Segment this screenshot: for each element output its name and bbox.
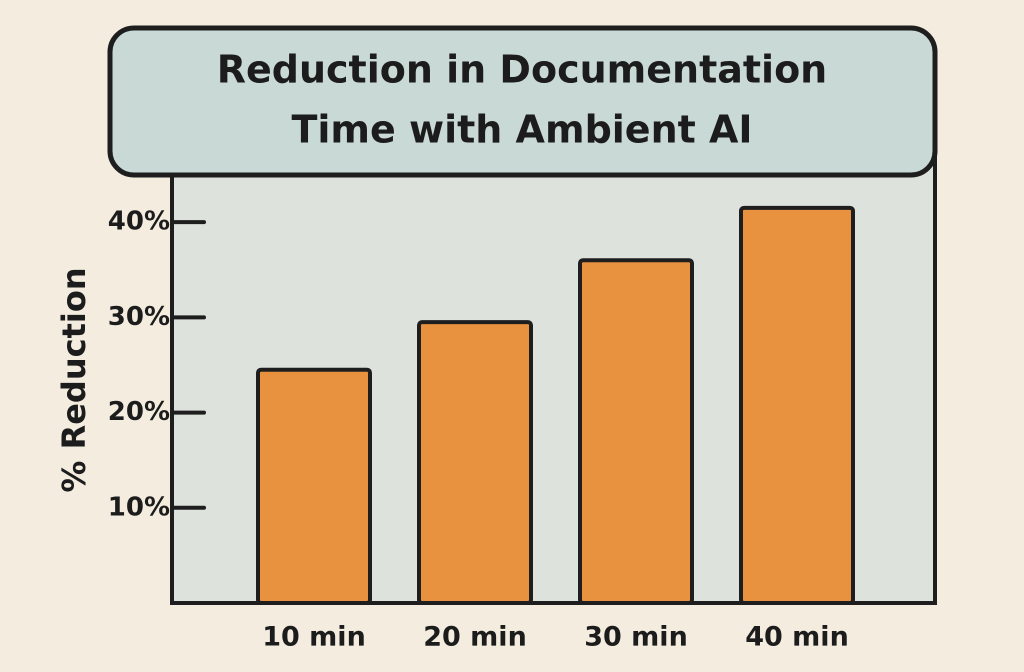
bar <box>739 205 855 605</box>
y-tick-label: 10% <box>108 492 170 522</box>
y-tick-label: 20% <box>108 397 170 427</box>
x-tick-label: 10 min <box>262 622 366 653</box>
y-tick-label: 40% <box>108 207 170 237</box>
x-tick-label: 40 min <box>745 622 849 653</box>
x-tick-label: 20 min <box>423 622 527 653</box>
chart-title: Time with Ambient AI <box>291 108 752 152</box>
x-tick-label: 30 min <box>584 622 688 653</box>
y-tick-label: 30% <box>108 302 170 332</box>
bar <box>417 320 533 605</box>
bar <box>578 258 694 605</box>
chart-title: Reduction in Documentation <box>217 48 828 92</box>
bar <box>256 367 372 605</box>
title-box <box>107 25 938 178</box>
y-axis-label: % Reduction <box>55 267 93 492</box>
